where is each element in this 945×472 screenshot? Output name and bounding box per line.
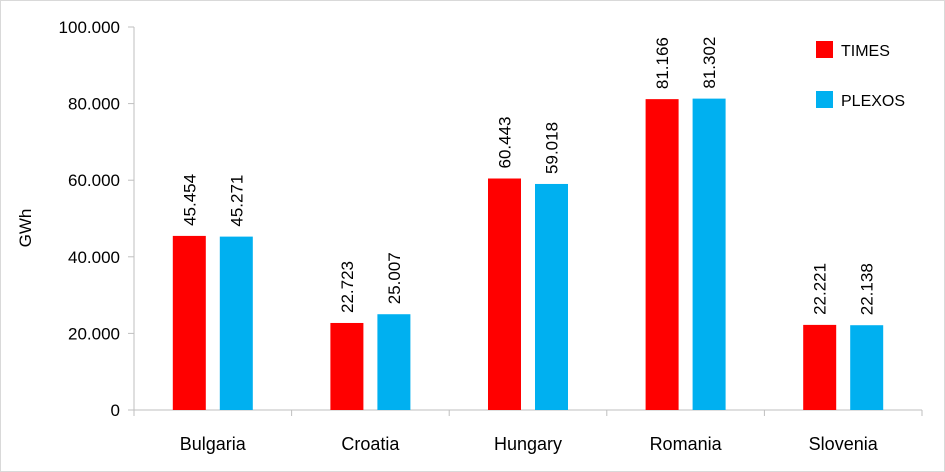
data-label: 25.007 xyxy=(385,252,404,304)
x-axis: Bulgaria Croatia Hungary Romania Slovenia xyxy=(133,409,923,454)
bar-times-croatia xyxy=(330,322,364,410)
data-label: 22.138 xyxy=(858,263,877,315)
x-category-label: Romania xyxy=(650,434,723,454)
bar-times-bulgaria xyxy=(172,235,206,410)
y-axis: 0 20.000 40.000 60.000 80.000 100.000 xyxy=(59,18,135,420)
data-label: 22.723 xyxy=(338,261,357,313)
x-category-label: Croatia xyxy=(341,434,400,454)
data-label: 45.271 xyxy=(227,175,246,227)
legend-label-plexos: PLEXOS xyxy=(841,93,905,110)
x-category-label: Bulgaria xyxy=(180,434,247,454)
data-label: 60.443 xyxy=(496,117,515,169)
bar-plexos-slovenia xyxy=(850,325,884,410)
bars-group xyxy=(172,98,884,410)
legend-swatch-plexos xyxy=(816,91,833,108)
data-label: 59.018 xyxy=(543,122,562,174)
data-label: 45.454 xyxy=(180,174,199,226)
y-tick-label: 80.000 xyxy=(68,95,120,114)
y-axis-title: GWh xyxy=(16,209,35,248)
y-tick-label: 40.000 xyxy=(68,248,120,267)
y-tick-label: 0 xyxy=(111,401,120,420)
x-category-label: Hungary xyxy=(494,434,562,454)
x-category-label: Slovenia xyxy=(809,434,879,454)
bar-plexos-romania xyxy=(692,98,726,410)
y-tick-label: 100.000 xyxy=(59,18,120,37)
legend-swatch-times xyxy=(816,41,833,58)
data-label: 81.302 xyxy=(700,37,719,89)
bar-plexos-hungary xyxy=(535,183,568,410)
bar-times-romania xyxy=(645,99,679,410)
bar-plexos-bulgaria xyxy=(219,236,253,410)
bar-times-slovenia xyxy=(803,324,837,410)
legend-label-times: TIMES xyxy=(841,43,890,60)
data-labels-group: 45.454 22.723 60.443 81.166 22.221 45.271 25.0… xyxy=(180,37,876,316)
data-label: 81.166 xyxy=(653,37,672,89)
bar-times-hungary xyxy=(488,178,521,410)
bar-plexos-croatia xyxy=(377,314,411,410)
legend: TIMES PLEXOS xyxy=(816,41,905,110)
y-tick-label: 20.000 xyxy=(68,324,120,343)
data-label: 22.221 xyxy=(811,263,830,315)
y-tick-label: 60.000 xyxy=(68,171,120,190)
